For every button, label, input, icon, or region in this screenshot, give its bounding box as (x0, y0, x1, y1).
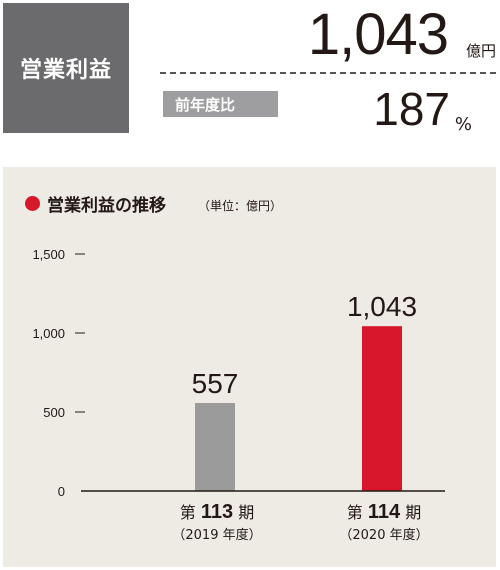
bar (195, 402, 235, 491)
kpi-label: 営業利益 (19, 58, 112, 83)
kpi-value-row: 1,043 億円 (160, 2, 500, 70)
red-dot-icon (25, 196, 40, 211)
kpi-unit: 億円 (465, 42, 496, 60)
x-category-label: 第 113 期 (180, 501, 254, 523)
yoy-label: 前年度比 (163, 91, 278, 117)
y-tick-label: 1,500 (32, 247, 65, 262)
yoy-value: 187 (373, 83, 450, 135)
y-tick-label: 1,000 (32, 326, 65, 341)
chart-unit-note: （単位：億円） (198, 199, 283, 213)
x-category-sublabel: （2019 年度） (172, 527, 261, 543)
chart-panel: 営業利益の推移 （単位：億円） 0 500 1,000 1,500 557 1,043 第 … (3, 167, 496, 567)
kpi-divider (160, 72, 496, 74)
yoy-unit: % (454, 114, 472, 135)
bar-chart: 0 500 1,000 1,500 557 1,043 第 113 期 （2019 年度） 第 … (32, 247, 445, 543)
chart-title: 営業利益の推移 (47, 196, 166, 216)
kpi-value: 1,043 (307, 2, 449, 67)
y-tick-label: 0 (58, 484, 65, 499)
yoy-label-text: 前年度比 (175, 95, 236, 114)
bar (362, 326, 402, 491)
x-category-label: 第 114 期 (347, 501, 421, 523)
bar-value-label: 1,043 (347, 291, 417, 322)
kpi-label-box: 営業利益 (3, 3, 129, 133)
x-category-sublabel: （2020 年度） (339, 527, 428, 543)
bar-value-label: 557 (192, 368, 239, 399)
y-tick-label: 500 (43, 405, 65, 420)
